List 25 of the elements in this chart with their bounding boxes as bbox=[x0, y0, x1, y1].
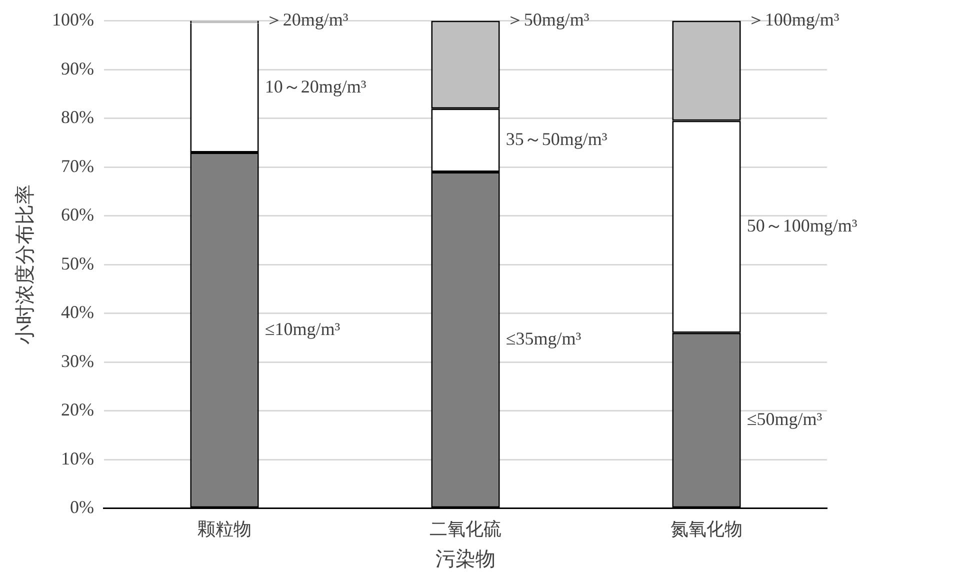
x-tick-label: 二氧化硫 bbox=[429, 518, 502, 539]
x-tick-label: 氮氧化物 bbox=[670, 518, 742, 539]
y-axis-title: 小时浓度分布比率 bbox=[14, 184, 36, 345]
annotation: ≤50mg/m³ bbox=[746, 408, 823, 429]
x-axis-title: 污染物 bbox=[435, 548, 496, 570]
annotation: 35～50mg/m³ bbox=[506, 128, 608, 149]
y-tick-label: 40% bbox=[60, 302, 94, 322]
y-tick-label: 80% bbox=[60, 107, 94, 128]
annotation: 10～20mg/m³ bbox=[264, 76, 367, 97]
y-tick-label: 20% bbox=[60, 400, 94, 420]
y-tick-label: 90% bbox=[60, 58, 94, 78]
y-tick-label: 100% bbox=[52, 10, 94, 30]
annotation: ≤35mg/m³ bbox=[506, 328, 582, 349]
annotation: ＞20mg/m³ bbox=[264, 10, 349, 30]
y-tick-label: 60% bbox=[60, 204, 94, 225]
y-tick-label: 50% bbox=[60, 253, 94, 274]
annotation: ＞100mg/m³ bbox=[746, 10, 840, 30]
y-tick-label: 70% bbox=[60, 156, 94, 176]
annotation: ≤10mg/m³ bbox=[264, 318, 341, 339]
annotation: ＞50mg/m³ bbox=[506, 10, 590, 30]
x-tick-label: 颗粒物 bbox=[197, 518, 252, 539]
y-tick-label: 0% bbox=[70, 497, 94, 518]
annotation: 50～100mg/m³ bbox=[746, 216, 858, 236]
y-tick-label: 30% bbox=[60, 350, 94, 371]
y-tick-label: 10% bbox=[60, 448, 94, 468]
